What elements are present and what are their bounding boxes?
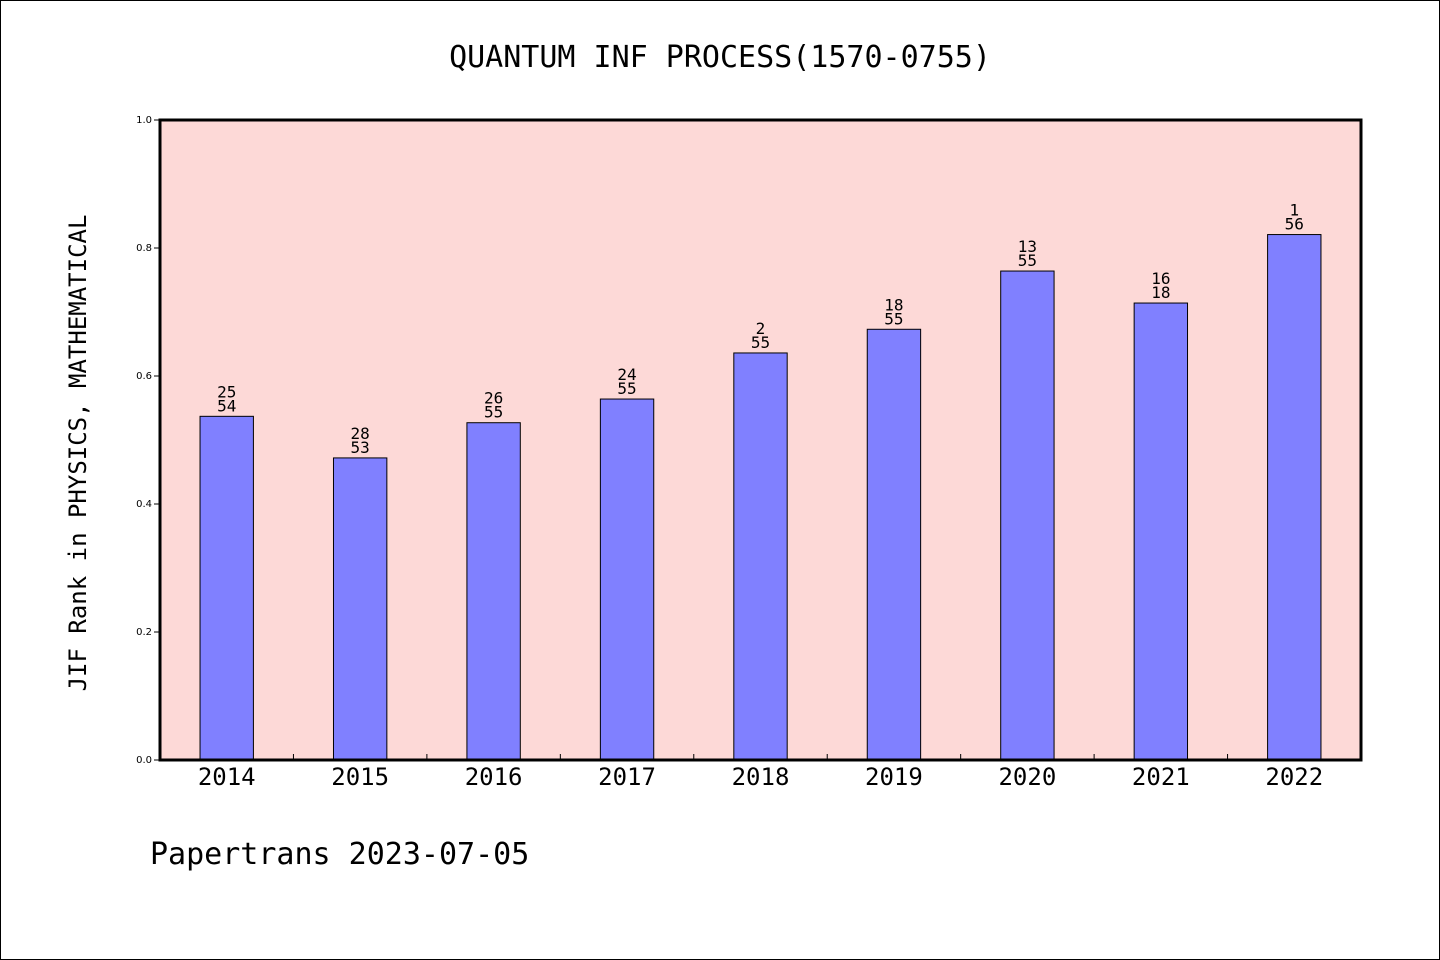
bar-2021 xyxy=(1133,302,1189,761)
bar-2017 xyxy=(599,398,655,761)
bar-2019 xyxy=(866,328,922,761)
bar-label-rank-2019: 18 xyxy=(884,295,903,314)
bar-label-total-2015: 53 xyxy=(351,438,370,457)
plot-border xyxy=(158,118,1363,762)
bar-label-rank-2021: 16 xyxy=(1151,269,1170,288)
x-tick-label-2021: 2021 xyxy=(1132,763,1190,791)
x-tick-label-2020: 2020 xyxy=(998,763,1056,791)
y-axis-label: JIF Rank in PHYSICS, MATHEMATICAL xyxy=(64,215,92,692)
bar-label-rank-2020: 13 xyxy=(1018,237,1037,256)
bar-2015 xyxy=(332,457,388,761)
y-ticks-layer: 0.0 0.2 0.4 0.6 0.8 1.0 xyxy=(136,115,160,766)
bar-label-total-2019: 55 xyxy=(884,309,903,328)
y-tick-label-0.2: 0.2 xyxy=(136,627,152,638)
footer-text: Papertrans 2023-07-05 xyxy=(150,837,529,872)
bar-label-rank-2018: 2 xyxy=(756,319,766,338)
x-tick-label-2015: 2015 xyxy=(331,763,389,791)
y-tick-label-0.8: 0.8 xyxy=(136,243,152,254)
bar-label-rank-2017: 24 xyxy=(617,365,636,384)
bar-label-total-2021: 18 xyxy=(1151,283,1170,302)
bar-label-rank-2016: 26 xyxy=(484,389,503,408)
bar-label-total-2020: 55 xyxy=(1018,251,1037,270)
bar-2014 xyxy=(199,415,254,761)
bar-label-total-2022: 56 xyxy=(1285,215,1304,234)
bar-label-total-2017: 55 xyxy=(617,379,636,398)
bar-label-rank-2015: 28 xyxy=(351,424,370,443)
bar-label-rank-2022: 1 xyxy=(1289,201,1299,220)
bar-2020 xyxy=(1000,270,1055,761)
bar-label-total-2018: 55 xyxy=(751,333,770,352)
x-tick-label-2017: 2017 xyxy=(598,763,656,791)
chart-title: QUANTUM INF PROCESS(1570-0755) xyxy=(449,40,991,75)
y-tick-label-0.0: 0.0 xyxy=(136,755,152,766)
bar-label-rank-2014: 25 xyxy=(217,382,236,401)
x-ticks-layer: 2014 2015 2016 2017 2018 2019 2020 2021 2022 xyxy=(198,754,1323,791)
bar-2018 xyxy=(733,352,788,761)
bar-label-total-2016: 55 xyxy=(484,403,503,422)
x-tick-label-2018: 2018 xyxy=(732,763,790,791)
bars-layer xyxy=(199,234,1322,761)
y-tick-label-1.0: 1.0 xyxy=(136,115,152,126)
bar-2022 xyxy=(1267,234,1322,761)
x-tick-label-2014: 2014 xyxy=(198,763,256,791)
x-tick-label-2022: 2022 xyxy=(1265,763,1323,791)
x-tick-label-2016: 2016 xyxy=(465,763,523,791)
y-tick-label-0.4: 0.4 xyxy=(136,499,152,510)
bar-2016 xyxy=(466,422,521,761)
x-tick-label-2019: 2019 xyxy=(865,763,923,791)
y-tick-label-0.6: 0.6 xyxy=(136,371,152,382)
bar-label-total-2014: 54 xyxy=(217,396,236,415)
